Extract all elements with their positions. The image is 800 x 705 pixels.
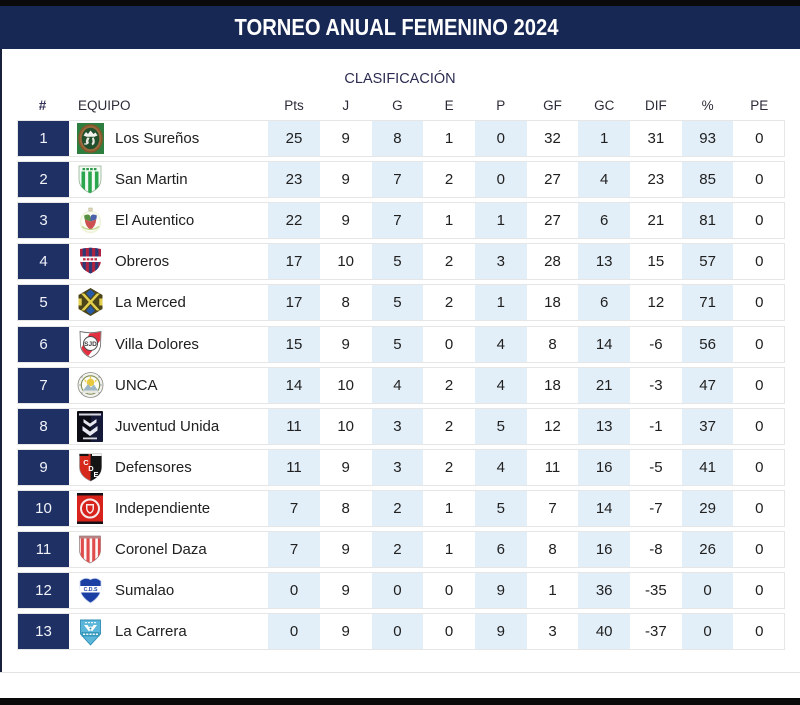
svg-text:C.D.S: C.D.S (84, 587, 98, 593)
svg-text:SJD: SJD (84, 341, 97, 348)
svg-text:E: E (93, 470, 98, 479)
svg-text:C: C (83, 458, 89, 467)
svg-text:D: D (88, 464, 94, 473)
